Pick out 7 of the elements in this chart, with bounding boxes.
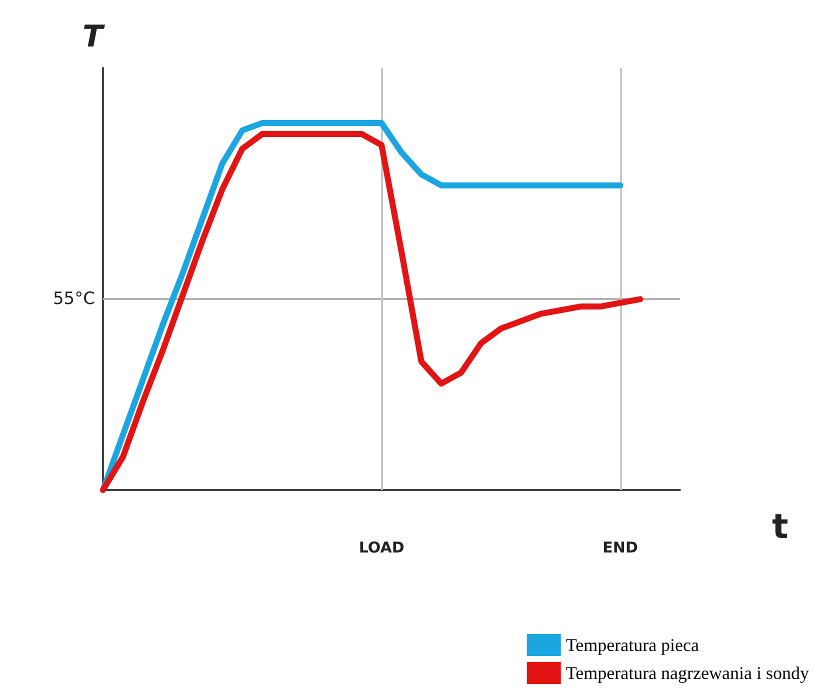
x-axis-title: t bbox=[772, 507, 788, 547]
ref-line-label: 55°C bbox=[52, 289, 95, 310]
legend-label: Temperatura nagrzewania i sondy bbox=[566, 663, 810, 683]
legend-label: Temperatura pieca bbox=[566, 635, 700, 655]
y-axis-title: T bbox=[82, 20, 106, 54]
x-tick-label: END bbox=[602, 538, 638, 556]
x-tick-label: LOAD bbox=[358, 538, 404, 556]
